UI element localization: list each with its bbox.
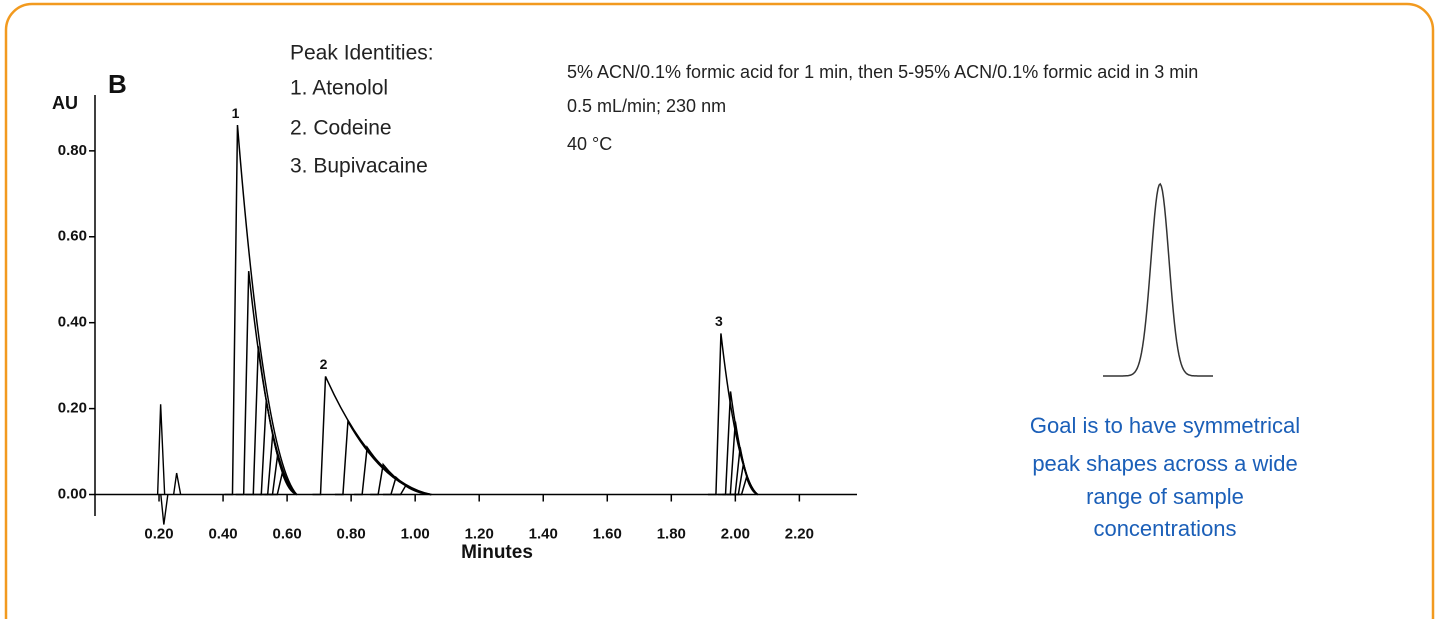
x-tick-label: 0.60 [272,525,301,542]
x-tick-label: 1.80 [657,525,686,542]
peak-trace [224,125,298,496]
y-tick-label: 0.60 [58,228,87,245]
x-tick-label: 0.80 [337,525,366,542]
peak-trace [245,346,298,496]
x-tick-label: 0.40 [208,525,237,542]
goal-text: peak shapes across a wide [1032,451,1297,476]
identity: 3. Bupivacaine [290,155,428,178]
peak-label: 3 [715,313,723,329]
peak-trace [312,376,432,496]
peak-trace [334,418,432,496]
chromatogram: 0.00 0.20 0.40 0.60 0.80 0.20 0.40 0.60 0.80 1.00… [58,95,857,542]
peak-trace [370,462,432,496]
peak-label: 1 [232,105,240,121]
peak-trace [392,484,432,496]
peak-trace [733,474,759,496]
system-peak [156,404,166,495]
ideal-peak-sketch [1103,182,1213,377]
x-tick-label: 0.20 [144,525,173,542]
slide-border [4,2,1435,619]
y-tick-label: 0.80 [58,142,87,159]
x-tick-label: 2.00 [721,525,750,542]
y-tick-label: 0.20 [58,400,87,417]
peak-trace [707,333,759,496]
condition: 5% ACN/0.1% formic acid for 1 min, then … [567,62,1198,82]
goal-text: range of sample [1086,484,1244,509]
x-axis-label: Minutes [461,542,533,563]
goal-text: concentrations [1093,516,1236,541]
system-peak [160,494,169,525]
y-axis-label: AU [52,93,78,113]
x-tick-label: 1.00 [401,525,430,542]
condition: 0.5 mL/min; 230 nm [567,96,726,116]
peak-trace [269,470,297,496]
x-tick-label: 1.40 [529,525,558,542]
identities-heading: Peak Identities: [290,42,434,65]
panel-label: B [108,69,127,99]
x-tick-label: 1.20 [465,525,494,542]
x-tick-label: 2.20 [785,525,814,542]
peak-label: 2 [320,356,328,372]
identity: 1. Atenolol [290,77,388,100]
system-peak [172,472,182,495]
y-tick-label: 0.00 [58,485,87,502]
condition: 40 °C [567,134,612,154]
x-tick-label: 1.60 [593,525,622,542]
goal-text: Goal is to have symmetrical [1030,413,1300,438]
y-tick-label: 0.40 [58,314,87,331]
identity: 2. Codeine [290,117,392,140]
